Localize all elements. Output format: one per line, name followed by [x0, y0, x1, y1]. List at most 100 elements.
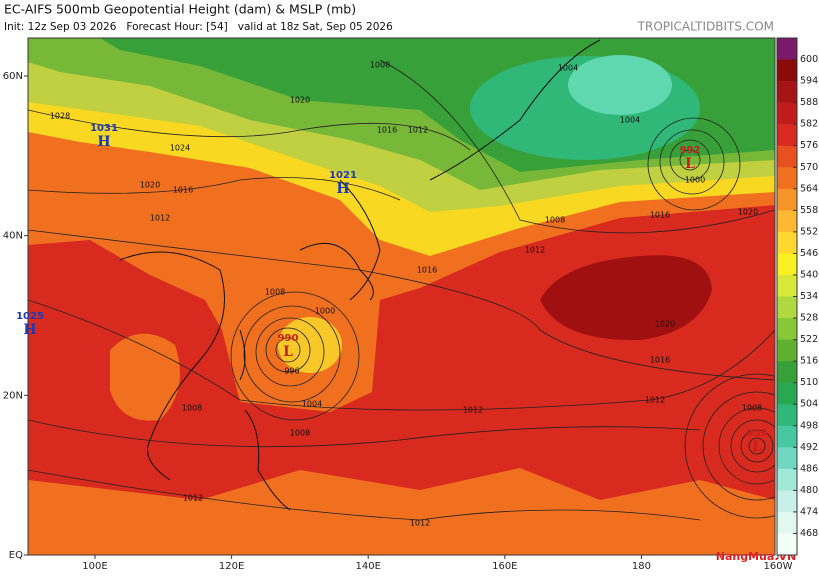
colorbar-segment — [777, 38, 797, 60]
colorbar-label: 564 — [800, 183, 818, 194]
colorbar-label: 480 — [800, 485, 818, 496]
isobar-label: 1020 — [140, 181, 160, 190]
title: EC-AIFS 500mb Geopotential Height (dam) … — [4, 2, 356, 17]
colorbar-segment — [777, 210, 797, 233]
colorbar-label: 468 — [800, 528, 818, 539]
isobar-label: 1008 — [265, 288, 285, 297]
isobar-label: 1028 — [50, 112, 70, 121]
colorbar-label: 582 — [800, 119, 818, 130]
watermark: NangMua.VN — [716, 550, 796, 563]
center-value: 959 — [747, 428, 768, 439]
colorbar-label: 570 — [800, 162, 818, 173]
center-letter: H — [336, 181, 349, 197]
isobar-label: 1016 — [650, 211, 670, 220]
lon-label: 160E — [492, 561, 517, 572]
source: TROPICALTIDBITS.COM — [637, 20, 774, 34]
lon-label: 180 — [632, 561, 651, 572]
colorbar-label: 528 — [800, 313, 818, 324]
isobar-label: 1020 — [655, 320, 675, 329]
isobar-label: 1024 — [170, 144, 190, 153]
isobar-label: 1016 — [377, 126, 397, 135]
isobar-label: 1016 — [650, 356, 670, 365]
isobar-label: 1008 — [290, 429, 310, 438]
colorbar-segment — [777, 382, 797, 405]
center-value: 990 — [278, 333, 299, 344]
colorbar-segment — [777, 404, 797, 427]
isobar-label: 1008 — [742, 404, 762, 413]
colorbar-segment — [777, 361, 797, 383]
isobar-label: 1012 — [463, 406, 483, 415]
colorbar-label: 522 — [800, 334, 818, 345]
isobar-label: 996 — [284, 367, 299, 376]
colorbar-label: 594 — [800, 76, 818, 87]
colorbar-label: 504 — [800, 399, 818, 410]
isobar-label: 1000 — [685, 176, 705, 185]
colorbar-label: 474 — [800, 506, 818, 517]
colorbar-segment — [777, 124, 797, 147]
isobar-label: 1000 — [315, 307, 335, 316]
center-value: 992 — [680, 145, 701, 156]
center-value: 1025 — [16, 311, 44, 322]
lon-label: 100E — [82, 561, 107, 572]
isobar-label: 1012 — [525, 246, 545, 255]
colorbar-label: 510 — [800, 377, 818, 388]
colorbar-segment — [777, 253, 797, 276]
center-letter: H — [23, 322, 36, 338]
colorbar-segment — [777, 102, 797, 125]
colorbar-segment — [777, 188, 797, 211]
isobar-label: 1020 — [290, 96, 310, 105]
colorbar-label: 558 — [800, 205, 818, 216]
lon-label: 160W — [764, 561, 793, 572]
center-letter: H — [97, 134, 110, 150]
lon-label: 140E — [355, 561, 380, 572]
isobar-label: 1012 — [183, 494, 203, 503]
lat-label: 40N — [3, 231, 23, 242]
isobar-label: 1008 — [182, 404, 202, 413]
isobar-label: 1008 — [370, 61, 390, 70]
colorbar-segment — [777, 511, 797, 534]
center-letter: L — [752, 439, 762, 455]
isobar-label: 1012 — [150, 214, 170, 223]
colorbar-label: 552 — [800, 226, 818, 237]
colorbar-label: 492 — [800, 442, 818, 453]
height-field — [28, 38, 775, 555]
colorbar-segment — [777, 274, 797, 297]
isobar-label: 1004 — [620, 116, 640, 125]
center-value: 1021 — [329, 170, 357, 181]
lat-label: 20N — [3, 390, 23, 401]
colorbar-segment — [777, 425, 797, 448]
lat-label: EQ — [9, 550, 23, 561]
colorbar-label: 534 — [800, 291, 818, 302]
center-value: 1031 — [90, 123, 118, 134]
colorbar-segment — [777, 81, 797, 103]
colorbar-label: 600 — [800, 54, 818, 65]
colorbar-label: 516 — [800, 356, 818, 367]
isobar-label: 1016 — [417, 266, 437, 275]
colorbar-segment — [777, 59, 797, 82]
colorbar-label: 486 — [800, 463, 818, 474]
isobar-label: 1016 — [173, 186, 193, 195]
isobar-label: 1012 — [408, 126, 428, 135]
colorbar-label: 576 — [800, 140, 818, 151]
isobar-label: 1004 — [302, 400, 322, 409]
colorbar-segment — [777, 318, 797, 340]
colorbar-segment — [777, 468, 797, 491]
colorbar-label: 498 — [800, 420, 818, 431]
colorbar-segment — [777, 145, 797, 168]
colorbar-segment — [777, 533, 797, 556]
colorbar-label: 540 — [800, 269, 818, 280]
lon-label: 120E — [219, 561, 244, 572]
center-letter: L — [685, 156, 695, 172]
colorbar-segment — [777, 167, 797, 190]
isobar-label: 1012 — [645, 396, 665, 405]
subtitle: Init: 12z Sep 03 2026 Forecast Hour: [54… — [4, 21, 393, 33]
colorbar-segment — [777, 231, 797, 254]
colorbar-segment — [777, 296, 797, 319]
center-letter: L — [283, 344, 293, 360]
isobar-label: 1012 — [410, 519, 430, 528]
colorbar-label: 588 — [800, 97, 818, 108]
isobar-label: 1008 — [545, 216, 565, 225]
colorbar-segment — [777, 490, 797, 513]
colorbar-segment — [777, 339, 797, 362]
